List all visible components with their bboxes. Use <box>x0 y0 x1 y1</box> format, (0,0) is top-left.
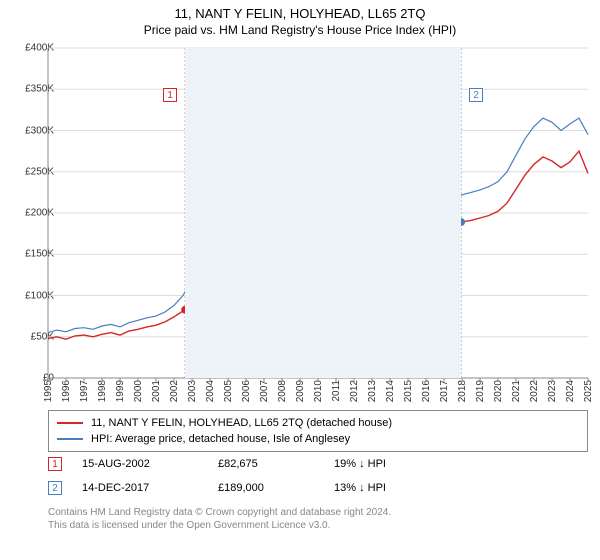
x-tick-label: 2018 <box>457 380 468 402</box>
chart-subtitle: Price paid vs. HM Land Registry's House … <box>0 23 600 37</box>
x-tick-label: 2023 <box>547 380 558 402</box>
chart-marker-1: 1 <box>163 88 177 102</box>
x-tick-label: 1998 <box>97 380 108 402</box>
x-tick-label: 2017 <box>439 380 450 402</box>
x-tick-label: 2021 <box>511 380 522 402</box>
marker-id-1: 1 <box>52 459 58 470</box>
chart-marker-2: 2 <box>469 88 483 102</box>
x-tick-label: 2006 <box>241 380 252 402</box>
x-tick-label: 2016 <box>421 380 432 402</box>
marker-id-2: 2 <box>52 483 58 494</box>
title-block: 11, NANT Y FELIN, HOLYHEAD, LL65 2TQ Pri… <box>0 0 600 37</box>
x-tick-label: 2008 <box>277 380 288 402</box>
x-tick-label: 2004 <box>205 380 216 402</box>
x-tick-label: 2011 <box>331 380 342 402</box>
marker-row-2: 2 14-DEC-2017 £189,000 13% ↓ HPI <box>48 476 464 500</box>
marker-date-2: 14-DEC-2017 <box>82 482 212 494</box>
legend-label-2: HPI: Average price, detached house, Isle… <box>91 433 350 445</box>
x-tick-label: 2015 <box>403 380 414 402</box>
x-tick-label: 2002 <box>169 380 180 402</box>
x-tick-label: 2009 <box>295 380 306 402</box>
chart-title: 11, NANT Y FELIN, HOLYHEAD, LL65 2TQ <box>0 6 600 21</box>
x-tick-label: 2005 <box>223 380 234 402</box>
x-tick-label: 1997 <box>79 380 90 402</box>
x-tick-label: 2003 <box>187 380 198 402</box>
marker-box-1: 1 <box>48 457 62 471</box>
x-tick-label: 2010 <box>313 380 324 402</box>
x-tick-label: 2014 <box>385 380 396 402</box>
footer-line-2: This data is licensed under the Open Gov… <box>48 519 391 532</box>
shaded-region <box>185 48 461 378</box>
x-tick-label: 2020 <box>493 380 504 402</box>
legend-swatch-1 <box>57 422 83 424</box>
legend-item-1: 11, NANT Y FELIN, HOLYHEAD, LL65 2TQ (de… <box>57 415 579 431</box>
footer: Contains HM Land Registry data © Crown c… <box>48 506 391 532</box>
x-tick-label: 1996 <box>61 380 72 402</box>
x-tick-label: 2022 <box>529 380 540 402</box>
x-tick-label: 2001 <box>151 380 162 402</box>
legend-swatch-2 <box>57 438 83 440</box>
chart-plot-area: 12 <box>48 48 588 378</box>
marker-price-1: £82,675 <box>218 458 328 470</box>
marker-pct-1: 19% ↓ HPI <box>334 458 464 470</box>
legend-item-2: HPI: Average price, detached house, Isle… <box>57 431 579 447</box>
marker-date-1: 15-AUG-2002 <box>82 458 212 470</box>
marker-table: 1 15-AUG-2002 £82,675 19% ↓ HPI 2 14-DEC… <box>48 452 464 500</box>
x-tick-label: 2007 <box>259 380 270 402</box>
chart-container: 11, NANT Y FELIN, HOLYHEAD, LL65 2TQ Pri… <box>0 0 600 560</box>
marker-row-1: 1 15-AUG-2002 £82,675 19% ↓ HPI <box>48 452 464 476</box>
marker-pct-2: 13% ↓ HPI <box>334 482 464 494</box>
footer-line-1: Contains HM Land Registry data © Crown c… <box>48 506 391 519</box>
x-tick-label: 2000 <box>133 380 144 402</box>
marker-box-2: 2 <box>48 481 62 495</box>
x-tick-label: 1999 <box>115 380 126 402</box>
legend: 11, NANT Y FELIN, HOLYHEAD, LL65 2TQ (de… <box>48 410 588 452</box>
x-tick-label: 2012 <box>349 380 360 402</box>
x-tick-label: 2025 <box>583 380 594 402</box>
x-tick-label: 2024 <box>565 380 576 402</box>
legend-label-1: 11, NANT Y FELIN, HOLYHEAD, LL65 2TQ (de… <box>91 417 392 429</box>
marker-price-2: £189,000 <box>218 482 328 494</box>
x-tick-label: 2013 <box>367 380 378 402</box>
x-tick-label: 1995 <box>43 380 54 402</box>
x-tick-label: 2019 <box>475 380 486 402</box>
